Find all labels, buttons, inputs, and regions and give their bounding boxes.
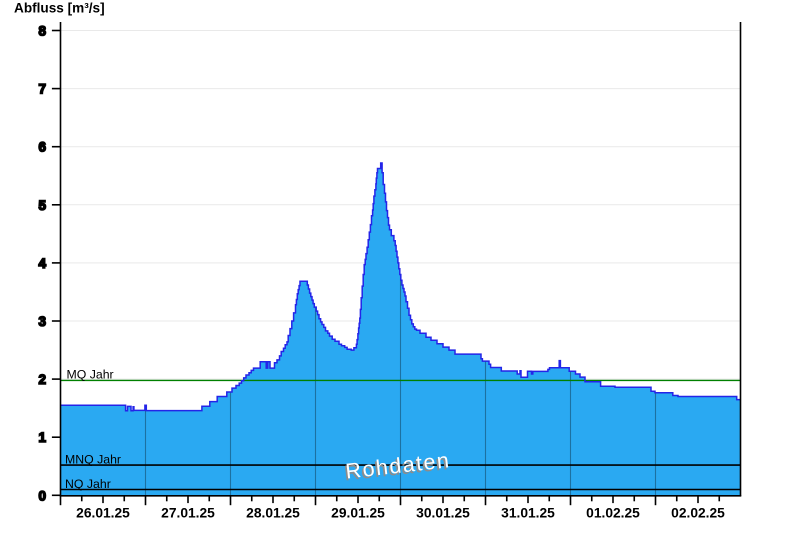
svg-text:2: 2 — [38, 372, 46, 387]
svg-text:30.01.25: 30.01.25 — [416, 505, 470, 520]
svg-text:3: 3 — [38, 314, 46, 329]
svg-text:Abfluss [m³/s]: Abfluss [m³/s] — [14, 1, 105, 16]
svg-text:MQ Jahr: MQ Jahr — [67, 367, 114, 381]
svg-text:NQ Jahr: NQ Jahr — [65, 477, 111, 491]
svg-text:5: 5 — [38, 198, 46, 213]
svg-text:1: 1 — [38, 430, 46, 445]
svg-text:4: 4 — [38, 256, 46, 271]
svg-text:26.01.25: 26.01.25 — [76, 505, 130, 520]
svg-text:0: 0 — [38, 488, 46, 503]
svg-text:27.01.25: 27.01.25 — [161, 505, 215, 520]
svg-text:01.02.25: 01.02.25 — [586, 505, 640, 520]
svg-text:02.02.25: 02.02.25 — [671, 505, 725, 520]
svg-text:28.01.25: 28.01.25 — [246, 505, 300, 520]
svg-text:6: 6 — [38, 140, 46, 155]
svg-text:31.01.25: 31.01.25 — [501, 505, 555, 520]
svg-text:MNQ Jahr: MNQ Jahr — [65, 453, 121, 467]
svg-text:8: 8 — [38, 24, 46, 39]
svg-text:29.01.25: 29.01.25 — [331, 505, 385, 520]
svg-text:7: 7 — [38, 82, 46, 97]
